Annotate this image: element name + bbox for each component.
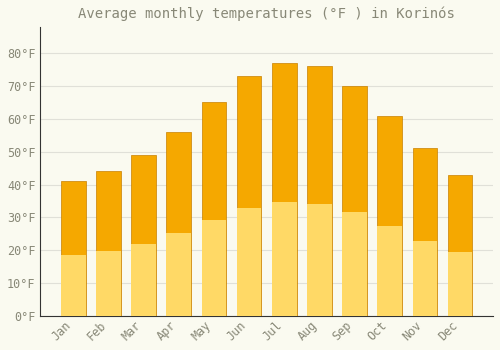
Bar [272, 202, 296, 316]
Title: Average monthly temperatures (°F ) in Korinós: Average monthly temperatures (°F ) in Ko… [78, 7, 455, 21]
Bar [131, 155, 156, 316]
Bar [342, 86, 367, 316]
Bar [131, 244, 156, 316]
Bar [307, 204, 332, 316]
Bar [448, 175, 472, 316]
Bar [412, 148, 438, 316]
Bar [237, 76, 262, 316]
Bar [378, 226, 402, 316]
Bar [237, 208, 262, 316]
Bar [166, 233, 191, 316]
Bar [448, 252, 472, 316]
Bar [61, 181, 86, 316]
Bar [378, 116, 402, 316]
Bar [166, 132, 191, 316]
Bar [202, 102, 226, 316]
Bar [61, 256, 86, 316]
Bar [272, 63, 296, 316]
Bar [412, 240, 438, 316]
Bar [202, 220, 226, 316]
Bar [96, 172, 120, 316]
Bar [96, 251, 120, 316]
Bar [342, 212, 367, 316]
Bar [307, 66, 332, 316]
